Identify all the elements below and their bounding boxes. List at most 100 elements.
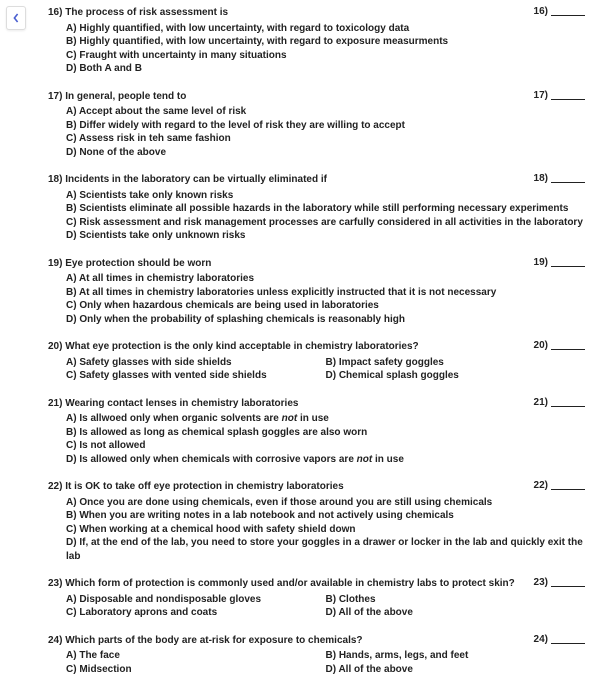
option: D) Only when the probability of splashin… bbox=[66, 313, 585, 327]
answer-blank: 23) bbox=[534, 577, 585, 588]
answer-line bbox=[551, 406, 585, 407]
options-col-right: B) Hands, arms, legs, and feetD) All of … bbox=[326, 649, 586, 676]
option: A) At all times in chemistry laboratorie… bbox=[66, 272, 585, 286]
answer-line bbox=[551, 349, 585, 350]
answer-blank: 24) bbox=[534, 634, 585, 645]
options: A) Scientists take only known risksB) Sc… bbox=[66, 189, 585, 243]
options: A) Is allwoed only when organic solvents… bbox=[66, 412, 585, 466]
option: D) Is allowed only when chemicals with c… bbox=[66, 453, 585, 467]
question-stem: 19) Eye protection should be worn bbox=[48, 257, 585, 271]
answer-number: 16) bbox=[534, 6, 548, 17]
option: D) None of the above bbox=[66, 146, 585, 160]
answer-line bbox=[551, 266, 585, 267]
options-two-col: A) The faceC) MidsectionB) Hands, arms, … bbox=[66, 649, 585, 676]
answer-blank: 21) bbox=[534, 397, 585, 408]
answer-number: 17) bbox=[534, 90, 548, 101]
option: C) Midsection bbox=[66, 663, 326, 677]
options-col-right: B) Impact safety gogglesD) Chemical spla… bbox=[326, 356, 586, 383]
answer-blank: 20) bbox=[534, 340, 585, 351]
answer-number: 24) bbox=[534, 634, 548, 645]
answer-line bbox=[551, 586, 585, 587]
chevron-left-icon bbox=[12, 12, 20, 24]
answer-line bbox=[551, 489, 585, 490]
question: 23) Which form of protection is commonly… bbox=[48, 577, 585, 620]
question-stem: 17) In general, people tend to bbox=[48, 90, 585, 104]
option: B) At all times in chemistry laboratorie… bbox=[66, 286, 585, 300]
option: A) Disposable and nondisposable gloves bbox=[66, 593, 326, 607]
question: 22) It is OK to take off eye protection … bbox=[48, 480, 585, 563]
question-stem: 23) Which form of protection is commonly… bbox=[48, 577, 585, 591]
question-stem: 18) Incidents in the laboratory can be v… bbox=[48, 173, 585, 187]
options: A) The faceC) MidsectionB) Hands, arms, … bbox=[66, 649, 585, 676]
options: A) Disposable and nondisposable glovesC)… bbox=[66, 593, 585, 620]
answer-number: 21) bbox=[534, 397, 548, 408]
option: B) Scientists eliminate all possible haz… bbox=[66, 202, 585, 216]
question: 19) Eye protection should be worn19) A) A… bbox=[48, 257, 585, 327]
option: C) Fraught with uncertainty in many situ… bbox=[66, 49, 585, 63]
answer-number: 20) bbox=[534, 340, 548, 351]
options-col-left: A) The faceC) Midsection bbox=[66, 649, 326, 676]
option: D) Scientists take only unknown risks bbox=[66, 229, 585, 243]
options: A) Highly quantified, with low uncertain… bbox=[66, 22, 585, 76]
options: A) Once you are done using chemicals, ev… bbox=[66, 496, 585, 564]
option: B) When you are writing notes in a lab n… bbox=[66, 509, 585, 523]
option: B) Highly quantified, with low uncertain… bbox=[66, 35, 585, 49]
answer-blank: 16) bbox=[534, 6, 585, 17]
option: C) When working at a chemical hood with … bbox=[66, 523, 585, 537]
answer-number: 18) bbox=[534, 173, 548, 184]
options-two-col: A) Disposable and nondisposable glovesC)… bbox=[66, 593, 585, 620]
option: D) All of the above bbox=[326, 663, 586, 677]
answer-blank: 17) bbox=[534, 90, 585, 101]
option: D) If, at the end of the lab, you need t… bbox=[66, 536, 585, 563]
answer-blank: 22) bbox=[534, 480, 585, 491]
options-two-col: A) Safety glasses with side shieldsC) Sa… bbox=[66, 356, 585, 383]
option: C) Only when hazardous chemicals are bei… bbox=[66, 299, 585, 313]
answer-line bbox=[551, 643, 585, 644]
answer-blank: 18) bbox=[534, 173, 585, 184]
question: 20) What eye protection is the only kind… bbox=[48, 340, 585, 383]
answer-blank: 19) bbox=[534, 257, 585, 268]
questions-container: 16) The process of risk assessment is16)… bbox=[48, 6, 585, 690]
back-button[interactable] bbox=[6, 6, 26, 30]
question: 17) In general, people tend to17) A) Acce… bbox=[48, 90, 585, 160]
option: A) Scientists take only known risks bbox=[66, 189, 585, 203]
option: C) Laboratory aprons and coats bbox=[66, 606, 326, 620]
option: C) Assess risk in teh same fashion bbox=[66, 132, 585, 146]
question-stem: 24) Which parts of the body are at-risk … bbox=[48, 634, 585, 648]
options: A) At all times in chemistry laboratorie… bbox=[66, 272, 585, 326]
options: A) Accept about the same level of riskB)… bbox=[66, 105, 585, 159]
answer-line bbox=[551, 99, 585, 100]
option: A) Once you are done using chemicals, ev… bbox=[66, 496, 585, 510]
option: B) Differ widely with regard to the leve… bbox=[66, 119, 585, 133]
option: B) Is allowed as long as chemical splash… bbox=[66, 426, 585, 440]
answer-number: 19) bbox=[534, 257, 548, 268]
option: D) Chemical splash goggles bbox=[326, 369, 586, 383]
question: 16) The process of risk assessment is16)… bbox=[48, 6, 585, 76]
question: 21) Wearing contact lenses in chemistry … bbox=[48, 397, 585, 467]
question: 18) Incidents in the laboratory can be v… bbox=[48, 173, 585, 243]
question: 24) Which parts of the body are at-risk … bbox=[48, 634, 585, 677]
option: A) The face bbox=[66, 649, 326, 663]
question-stem: 16) The process of risk assessment is bbox=[48, 6, 585, 20]
question-stem: 21) Wearing contact lenses in chemistry … bbox=[48, 397, 585, 411]
options-col-left: A) Safety glasses with side shieldsC) Sa… bbox=[66, 356, 326, 383]
option: A) Highly quantified, with low uncertain… bbox=[66, 22, 585, 36]
options-col-left: A) Disposable and nondisposable glovesC)… bbox=[66, 593, 326, 620]
option: D) Both A and B bbox=[66, 62, 585, 76]
option: C) Safety glasses with vented side shiel… bbox=[66, 369, 326, 383]
options-col-right: B) ClothesD) All of the above bbox=[326, 593, 586, 620]
answer-line bbox=[551, 15, 585, 16]
option: A) Accept about the same level of risk bbox=[66, 105, 585, 119]
option: B) Clothes bbox=[326, 593, 586, 607]
option: D) All of the above bbox=[326, 606, 586, 620]
question-stem: 20) What eye protection is the only kind… bbox=[48, 340, 585, 354]
options: A) Safety glasses with side shieldsC) Sa… bbox=[66, 356, 585, 383]
option: C) Risk assessment and risk management p… bbox=[66, 216, 585, 230]
option: C) Is not allowed bbox=[66, 439, 585, 453]
option: B) Hands, arms, legs, and feet bbox=[326, 649, 586, 663]
answer-number: 23) bbox=[534, 577, 548, 588]
option: A) Is allwoed only when organic solvents… bbox=[66, 412, 585, 426]
option: B) Impact safety goggles bbox=[326, 356, 586, 370]
answer-line bbox=[551, 182, 585, 183]
question-stem: 22) It is OK to take off eye protection … bbox=[48, 480, 585, 494]
